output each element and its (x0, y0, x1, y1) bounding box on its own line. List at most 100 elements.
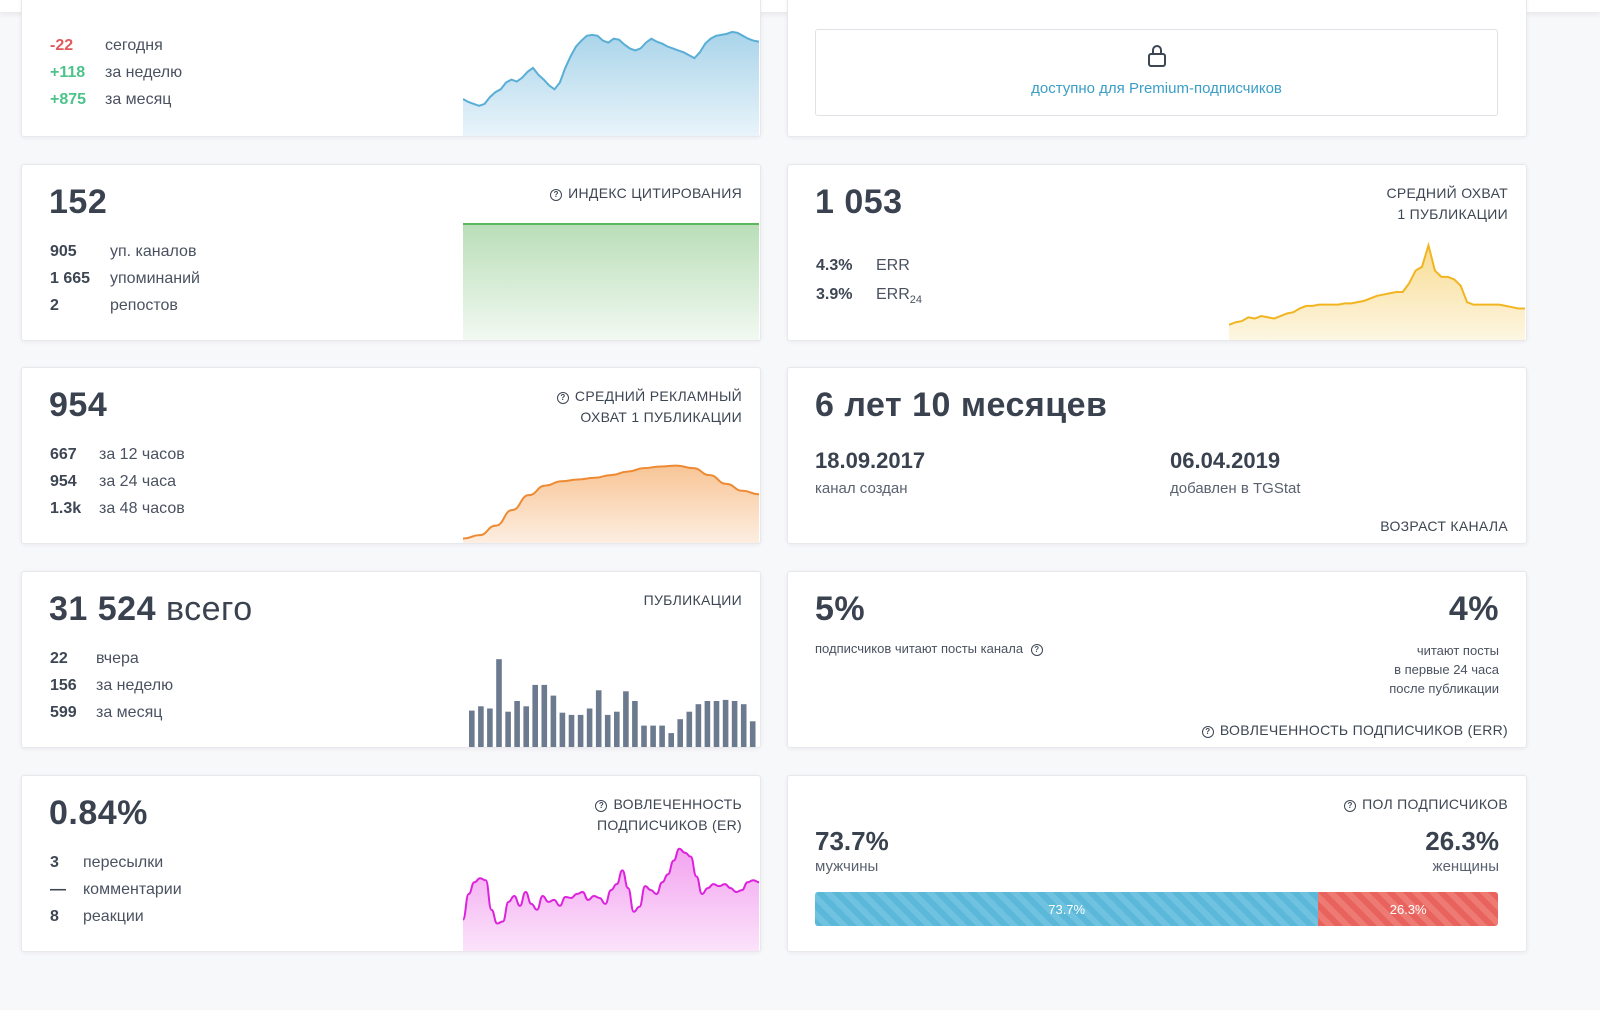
chart-area (463, 465, 759, 543)
err-right-value: 4% (1448, 590, 1499, 628)
ad_reach-stat-row: 667 за 12 часов (50, 446, 185, 464)
reach-chart (1229, 241, 1525, 340)
premium-link[interactable]: доступно для Premium-подписчиков (1031, 80, 1282, 97)
posts-bar (623, 691, 629, 747)
posts-bar (668, 733, 674, 747)
reach-stat-row: 3.9% ERR24 (816, 286, 922, 306)
posts-value: 31 524 всего (49, 590, 253, 628)
posts-bar (514, 701, 520, 747)
stat-value: 156 (50, 677, 77, 694)
help-icon[interactable]: ? (595, 800, 608, 812)
posts-bar (568, 714, 575, 747)
added-label: добавлен в TGStat (1170, 480, 1301, 497)
er-title: ? ВОВЛЕЧЕННОСТЬ ПОДПИСЧИКОВ (ER) (595, 796, 742, 833)
female-label: женщины (1432, 858, 1499, 875)
created-label: канал создан (815, 480, 908, 497)
posts-bar (505, 711, 511, 747)
posts-title: ПУБЛИКАЦИИ (643, 592, 742, 608)
subscribers-stat-row: +118 за неделю (50, 64, 182, 82)
reach-stat-row: 4.3% ERR (816, 257, 910, 275)
posts-stat-row: 156 за неделю (50, 677, 173, 695)
citation-chart (463, 223, 759, 340)
stat-value: -22 (50, 37, 74, 54)
citation-stat-row: 905 уп. каналов (50, 243, 196, 261)
subscribers-stat-row: +875 за месяц (50, 91, 171, 109)
female-pct: 26.3% (1425, 826, 1499, 856)
er-stat-row: 8 реакции (50, 908, 144, 926)
gender-bar-female[interactable]: 26.3% (1318, 892, 1498, 926)
err-right-text: читают посты в первые 24 часа после публик… (1389, 643, 1499, 696)
reach-title: СРЕДНИЙ ОХВАТ 1 ПУБЛИКАЦИИ (1386, 185, 1508, 222)
help-icon[interactable]: ? (1344, 800, 1357, 812)
stat-label: ERR24 (876, 286, 923, 307)
subscribers-stat-row: -22 сегодня (50, 37, 163, 55)
gender-title: ? ПОЛ ПОДПИСЧИКОВ (1344, 794, 1508, 815)
created-date: 18.09.2017 (815, 448, 926, 473)
stat-label: упоминаний (110, 270, 200, 287)
er-card: 0.84% ? ВОВЛЕЧЕННОСТЬ ПОДПИСЧИКОВ (ER) 3 пе… (21, 775, 761, 952)
err-card: 5% подписчиков читают посты канала ? 4% … (787, 571, 1527, 748)
posts-bar (713, 701, 720, 747)
chart-line (463, 30, 759, 107)
male-label: мужчины (815, 858, 879, 875)
stat-value: — (50, 881, 66, 898)
help-icon[interactable]: ? (1030, 644, 1043, 656)
stat-value: 667 (50, 446, 77, 463)
chart-area (463, 31, 759, 136)
posts-stat-row: 599 за месяц (50, 704, 162, 722)
stat-value: 3.9% (816, 286, 853, 303)
posts-bar (722, 699, 729, 747)
err-title: ? ВОВЛЕЧЕННОСТЬ ПОДПИСЧИКОВ (ERR) (1201, 722, 1508, 738)
posts-bar (469, 710, 475, 747)
citation-value: 152 (49, 183, 108, 221)
err-left-value: 5% (815, 590, 866, 628)
posts-bar (641, 725, 647, 747)
stat-value: 4.3% (816, 257, 853, 274)
er-stat-row: 3 пересылки (50, 854, 163, 872)
posts-bar (577, 714, 584, 747)
ad-reach-card: 954 ? СРЕДНИЙ РЕКЛАМНЫЙ ОХВАТ 1 ПУБЛИКАЦИИ… (21, 367, 761, 544)
chart-area (463, 848, 759, 951)
chart-area (463, 224, 759, 340)
er-value: 0.84% (49, 794, 148, 832)
stat-value: +118 (50, 64, 86, 81)
posts-bar (559, 712, 566, 747)
stat-label: комментарии (83, 881, 182, 898)
stat-label: за месяц (96, 704, 163, 721)
citation-stat-row: 1 665 упоминаний (50, 270, 200, 288)
posts-bar (614, 711, 620, 747)
gender-bar-male[interactable]: 73.7% (815, 892, 1319, 926)
posts-bar (532, 684, 538, 747)
posts-bar (487, 708, 493, 747)
help-icon[interactable]: ? (1201, 726, 1214, 738)
stat-value: 2 (50, 297, 59, 314)
chart-area (1229, 245, 1525, 340)
posts-bar (704, 701, 711, 747)
chart-line (463, 464, 759, 540)
help-icon[interactable]: ? (556, 392, 569, 404)
stat-value: 22 (50, 650, 68, 667)
stat-label: пересылки (83, 854, 164, 871)
stat-label: сегодня (105, 37, 163, 54)
gender-bar: 73.7% 26.3% (815, 892, 1498, 926)
premium-box[interactable]: доступно для Premium-подписчиков (815, 29, 1498, 116)
citation-title: ? ИНДЕКС ЦИТИРОВАНИЯ (550, 183, 742, 204)
posts-bar (695, 704, 702, 747)
stat-label: за 24 часа (99, 473, 177, 490)
ad-reach-chart (463, 464, 759, 543)
posts-bar (632, 701, 638, 747)
posts-bar (731, 701, 738, 747)
age-value: 6 лет 10 месяцев (815, 386, 1108, 424)
premium-card: доступно для Premium-подписчиков (787, 0, 1527, 137)
posts-bar (595, 690, 602, 747)
stat-label: реакции (83, 908, 144, 925)
stat-value: 954 (50, 473, 77, 490)
stat-label: за 12 часов (99, 446, 185, 463)
stat-label: репостов (110, 297, 178, 314)
stat-value: 3 (50, 854, 59, 871)
posts-bar (740, 704, 747, 747)
help-icon[interactable]: ? (550, 189, 563, 201)
err-left-text: подписчиков читают посты канала ? (815, 641, 1049, 656)
er-stat-row: — комментарии (50, 881, 182, 899)
posts-chart (469, 659, 756, 747)
